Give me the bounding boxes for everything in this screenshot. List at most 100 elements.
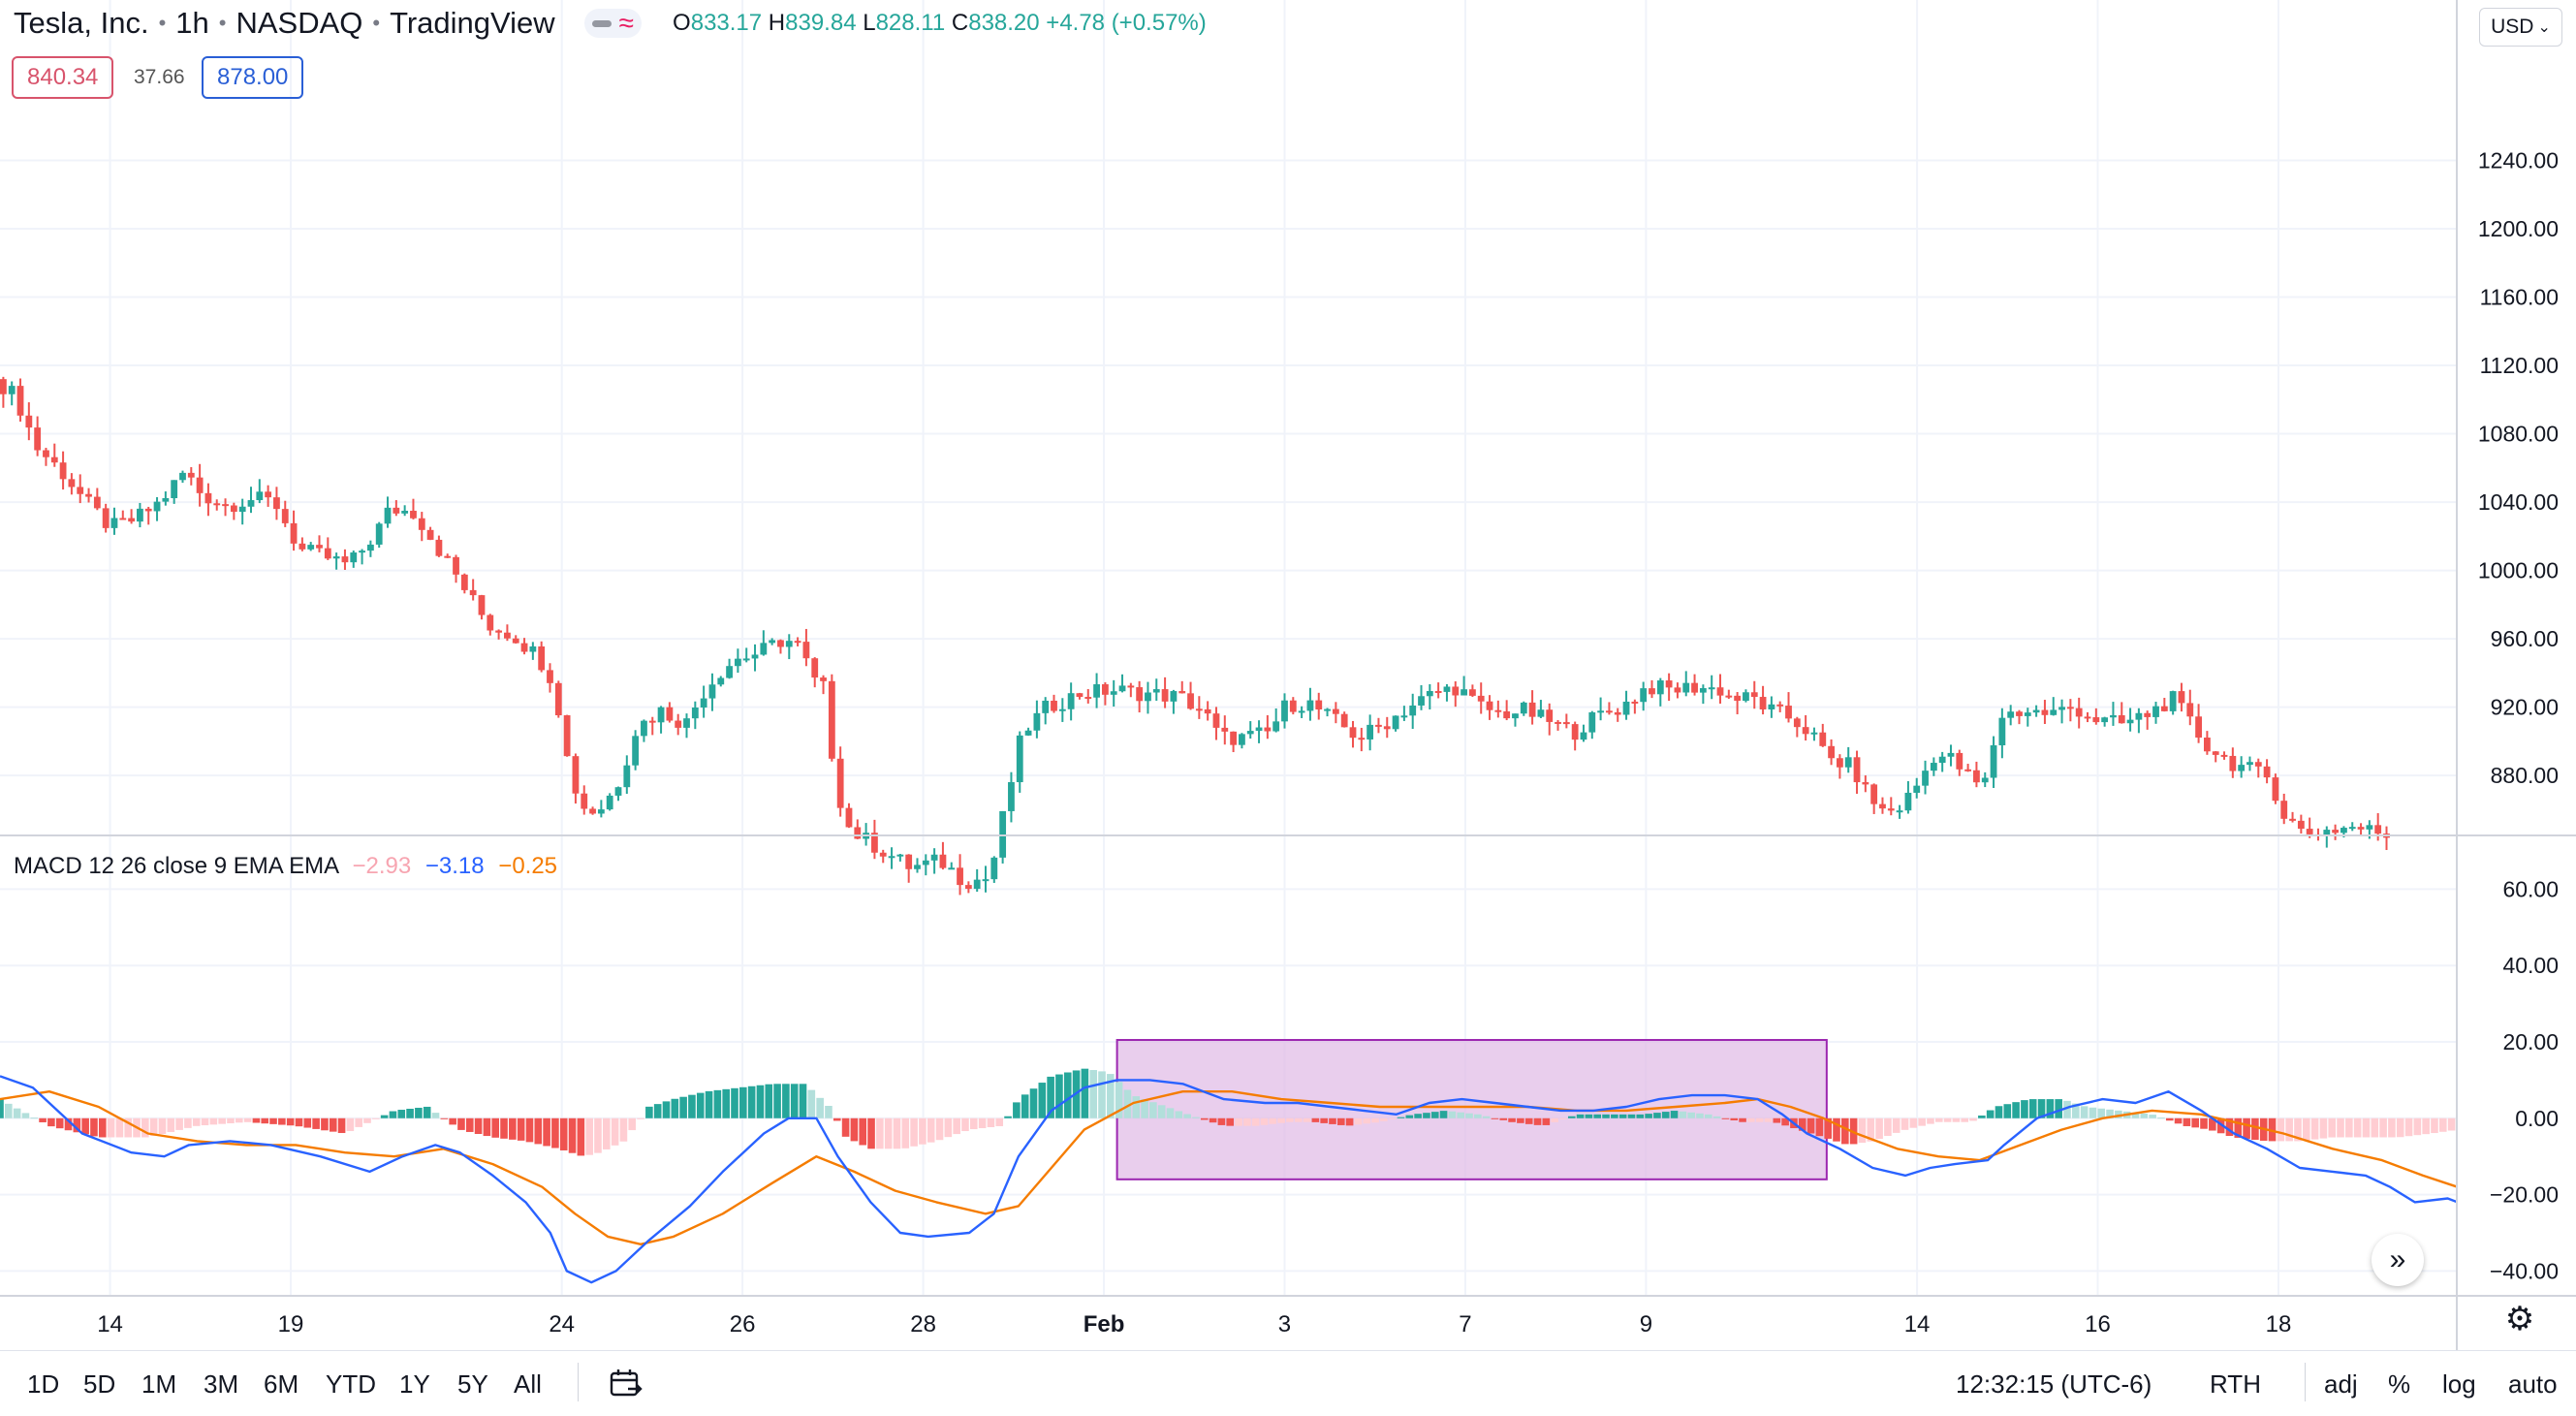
histogram-bar — [1388, 1117, 1397, 1119]
log-toggle[interactable]: log — [2442, 1369, 2476, 1399]
price-tick-label: 1040.00 — [2478, 489, 2559, 515]
buy-price-box[interactable]: 878.00 — [202, 56, 304, 99]
candle-body — [922, 860, 929, 865]
histogram-bar — [1141, 1099, 1148, 1118]
range-button-1y[interactable]: 1Y — [399, 1369, 430, 1399]
candle-body — [589, 808, 596, 814]
calendar-range-icon[interactable] — [609, 1369, 644, 1400]
adj-toggle[interactable]: adj — [2324, 1369, 2358, 1399]
histogram-bar — [1815, 1117, 1824, 1137]
range-button-ytd[interactable]: YTD — [326, 1369, 376, 1399]
sell-price-box[interactable]: 840.34 — [12, 56, 114, 99]
candle-body — [435, 539, 443, 556]
highlight-rectangle[interactable] — [1115, 1039, 1828, 1180]
macd-legend[interactable]: MACD 12 26 close 9 EMA EMA −2.93 −3.18 −… — [14, 853, 557, 880]
candle-body — [1272, 721, 1280, 732]
macd-tick-label: 20.00 — [2502, 1029, 2559, 1054]
histogram-bar — [2037, 1099, 2046, 1118]
histogram-bar — [2216, 1117, 2225, 1134]
range-button-5y[interactable]: 5Y — [457, 1369, 488, 1399]
histogram-bar — [1226, 1117, 1235, 1126]
histogram-bar — [2439, 1117, 2447, 1132]
histogram-bar — [1739, 1117, 1746, 1122]
histogram-bar — [2447, 1117, 2456, 1131]
histogram-bar — [1901, 1117, 1909, 1130]
candle-body — [2178, 691, 2185, 704]
histogram-bar — [55, 1117, 64, 1129]
candle-body — [2110, 714, 2117, 718]
histogram-bar — [1798, 1117, 1806, 1131]
candle-body — [1571, 724, 1579, 740]
histogram-bar — [2277, 1117, 2285, 1142]
candle-body — [1230, 731, 1238, 745]
market-status-pill[interactable]: ≈ — [583, 9, 643, 38]
range-button-all[interactable]: All — [514, 1369, 542, 1399]
candle-body — [2238, 765, 2246, 771]
histogram-bar — [1978, 1115, 1986, 1118]
histogram-bar — [1132, 1096, 1141, 1118]
exchange: NASDAQ — [236, 6, 363, 40]
histogram-bar — [1217, 1117, 1226, 1125]
macd-tick-label: −20.00 — [2490, 1182, 2559, 1208]
histogram-bar — [876, 1117, 884, 1149]
histogram-bar — [346, 1117, 355, 1132]
candle-body — [1461, 689, 1467, 696]
range-button-5d[interactable]: 5D — [83, 1369, 116, 1399]
candle-body — [982, 879, 990, 882]
candle-body — [2297, 820, 2305, 830]
candle-body — [281, 509, 289, 523]
candle-body — [1555, 721, 1561, 724]
candle-body — [93, 496, 101, 509]
clock[interactable]: 12:32:15 (UTC-6) — [1956, 1369, 2152, 1399]
range-button-6m[interactable]: 6M — [264, 1369, 299, 1399]
candle-body — [1828, 745, 1835, 759]
currency-dropdown[interactable]: USD ⌄ — [2479, 8, 2562, 47]
range-button-1d[interactable]: 1D — [27, 1369, 60, 1399]
candle-body — [700, 698, 707, 708]
symbol-name[interactable]: Tesla, Inc. — [14, 6, 149, 40]
candle-body — [256, 491, 264, 501]
candle-body — [2058, 707, 2065, 710]
candle-body — [1990, 744, 1997, 778]
histogram-bar — [807, 1089, 816, 1118]
candle-body — [316, 545, 323, 549]
candle-body — [1776, 704, 1784, 707]
histogram-bar — [158, 1117, 167, 1135]
histogram-bar — [739, 1086, 747, 1118]
range-button-1m[interactable]: 1M — [141, 1369, 177, 1399]
candle-body — [939, 854, 947, 868]
histogram-bar — [2200, 1117, 2208, 1129]
histogram-bar — [2028, 1099, 2037, 1118]
histogram-bar — [2294, 1117, 2302, 1142]
candle-body — [2195, 716, 2202, 739]
candle-body — [469, 589, 477, 596]
range-button-3m[interactable]: 3M — [204, 1369, 239, 1399]
candle-body — [2357, 827, 2365, 830]
double-chevron-right-icon: » — [2389, 1243, 2406, 1275]
histogram-bar — [192, 1117, 201, 1126]
histogram-bar — [1833, 1117, 1840, 1142]
candle-body — [623, 765, 631, 788]
histogram-bar — [1636, 1114, 1645, 1118]
candle-body — [1443, 686, 1451, 692]
histogram-bar — [1986, 1110, 1995, 1118]
session-toggle[interactable]: RTH — [2210, 1369, 2261, 1399]
candle-body — [1255, 727, 1263, 732]
candle-body — [2066, 707, 2074, 709]
gear-icon[interactable]: ⚙ — [2504, 1301, 2535, 1337]
auto-toggle[interactable]: auto — [2508, 1369, 2558, 1399]
candle-body — [1298, 710, 1305, 713]
candle-body — [572, 756, 580, 794]
candle-body — [871, 833, 878, 853]
histogram-bar — [303, 1117, 312, 1128]
interval[interactable]: 1h — [175, 6, 209, 40]
candle-body — [1887, 808, 1895, 811]
percent-toggle[interactable]: % — [2388, 1369, 2411, 1399]
price-tick-label: 880.00 — [2491, 763, 2559, 788]
scroll-to-realtime-button[interactable]: » — [2372, 1234, 2424, 1286]
candle-body — [2374, 825, 2382, 834]
candle-body — [2272, 777, 2279, 802]
candle-body — [1879, 803, 1886, 809]
candle-body — [1947, 752, 1955, 757]
